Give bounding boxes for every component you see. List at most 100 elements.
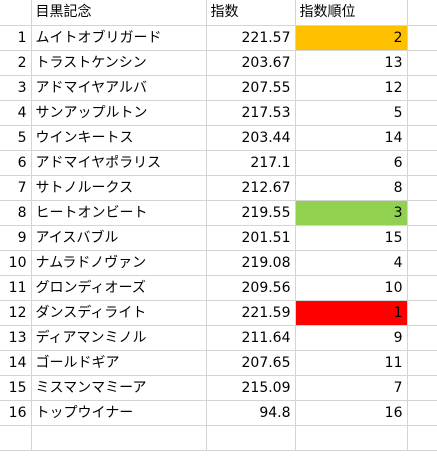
horse-name-cell[interactable]: サンアップルトン (31, 100, 207, 126)
horse-name-cell[interactable]: ナムラドノヴァン (31, 250, 207, 276)
empty-cell[interactable] (295, 425, 408, 451)
horse-name-cell[interactable]: アイスバブル (31, 225, 207, 251)
horse-name-cell[interactable]: アドマイヤアルバ (31, 75, 207, 101)
empty-cell[interactable] (407, 75, 437, 101)
table-row: 3 アドマイヤアルバ 207.55 12 (0, 75, 437, 101)
index-value-cell[interactable]: 211.64 (206, 325, 296, 351)
empty-cell[interactable] (407, 50, 437, 76)
rank-value-cell[interactable]: 8 (295, 175, 408, 201)
index-value-cell[interactable]: 201.51 (206, 225, 296, 251)
horse-name-cell[interactable]: サトノルークス (31, 175, 207, 201)
empty-cell[interactable] (206, 425, 296, 451)
rank-value-cell[interactable]: 5 (295, 100, 408, 126)
empty-cell[interactable] (407, 100, 437, 126)
rank-value-cell[interactable]: 4 (295, 250, 408, 276)
rank-value-cell[interactable]: 16 (295, 400, 408, 426)
index-value-cell[interactable]: 219.08 (206, 250, 296, 276)
index-value-cell[interactable]: 217.1 (206, 150, 296, 176)
rank-value-cell[interactable]: 12 (295, 75, 408, 101)
row-number-cell[interactable]: 11 (0, 275, 32, 301)
empty-cell[interactable] (407, 325, 437, 351)
horse-name-cell[interactable]: ディアマンミノル (31, 325, 207, 351)
index-value-cell[interactable]: 221.59 (206, 300, 296, 326)
index-value-cell[interactable]: 215.09 (206, 375, 296, 401)
empty-cell[interactable] (407, 350, 437, 376)
empty-cell[interactable] (407, 300, 437, 326)
empty-cell[interactable] (407, 375, 437, 401)
table-row: 13 ディアマンミノル 211.64 9 (0, 325, 437, 351)
row-number-cell[interactable]: 1 (0, 25, 32, 51)
index-value-cell[interactable]: 203.44 (206, 125, 296, 151)
rank-value-cell[interactable]: 15 (295, 225, 408, 251)
row-number-cell[interactable]: 9 (0, 225, 32, 251)
row-number-cell[interactable]: 13 (0, 325, 32, 351)
horse-name-cell[interactable]: トラストケンシン (31, 50, 207, 76)
table-row: 2 トラストケンシン 203.67 13 (0, 50, 437, 76)
row-number-cell[interactable]: 8 (0, 200, 32, 226)
index-value-cell[interactable]: 219.55 (206, 200, 296, 226)
empty-cell[interactable] (407, 275, 437, 301)
index-value-cell[interactable]: 94.8 (206, 400, 296, 426)
row-number-cell[interactable]: 6 (0, 150, 32, 176)
rank-value-cell[interactable]: 6 (295, 150, 408, 176)
index-value-cell[interactable]: 209.56 (206, 275, 296, 301)
empty-cell[interactable] (407, 175, 437, 201)
row-number-cell[interactable]: 7 (0, 175, 32, 201)
row-number-cell[interactable]: 5 (0, 125, 32, 151)
horse-name-cell[interactable]: ウインキートス (31, 125, 207, 151)
rank-value-cell[interactable]: 14 (295, 125, 408, 151)
table-row: 4 サンアップルトン 217.53 5 (0, 100, 437, 126)
rank-value-cell[interactable]: 3 (295, 200, 408, 226)
empty-cell[interactable] (407, 400, 437, 426)
rank-value-cell[interactable]: 7 (295, 375, 408, 401)
table-row: 8 ヒートオンビート 219.55 3 (0, 200, 437, 226)
empty-cell[interactable] (407, 0, 437, 26)
row-number-cell[interactable]: 2 (0, 50, 32, 76)
rank-value-cell[interactable]: 10 (295, 275, 408, 301)
index-value-cell[interactable]: 212.67 (206, 175, 296, 201)
index-value-cell[interactable]: 207.55 (206, 75, 296, 101)
empty-cell[interactable] (0, 425, 32, 451)
horse-name-cell[interactable]: トップウイナー (31, 400, 207, 426)
rank-value-cell[interactable]: 11 (295, 350, 408, 376)
header-index-cell[interactable]: 指数 (206, 0, 296, 26)
horse-name-cell[interactable]: ダンスディライト (31, 300, 207, 326)
table-row: 5 ウインキートス 203.44 14 (0, 125, 437, 151)
index-value-cell[interactable]: 217.53 (206, 100, 296, 126)
index-value-cell[interactable]: 221.57 (206, 25, 296, 51)
row-number-cell[interactable]: 12 (0, 300, 32, 326)
empty-cell[interactable] (407, 425, 437, 451)
rank-value-cell[interactable]: 1 (295, 300, 408, 326)
horse-name-cell[interactable]: グロンディオーズ (31, 275, 207, 301)
horse-name-cell[interactable]: アドマイヤポラリス (31, 150, 207, 176)
row-number-cell[interactable]: 16 (0, 400, 32, 426)
empty-cell[interactable] (407, 200, 437, 226)
header-rank-cell[interactable]: 指数順位 (295, 0, 408, 26)
empty-cell[interactable] (407, 150, 437, 176)
table-row: 16 トップウイナー 94.8 16 (0, 400, 437, 426)
row-number-cell[interactable] (0, 0, 32, 26)
empty-cell[interactable] (407, 225, 437, 251)
row-number-cell[interactable]: 4 (0, 100, 32, 126)
empty-cell[interactable] (31, 425, 207, 451)
header-race-cell[interactable]: 目黒記念 (31, 0, 207, 26)
empty-cell[interactable] (407, 250, 437, 276)
horse-name-cell[interactable]: ミスマンマミーア (31, 375, 207, 401)
table-row: 12 ダンスディライト 221.59 1 (0, 300, 437, 326)
row-number-cell[interactable]: 14 (0, 350, 32, 376)
empty-cell[interactable] (407, 125, 437, 151)
empty-cell[interactable] (407, 25, 437, 51)
rank-value-cell[interactable]: 2 (295, 25, 408, 51)
index-value-cell[interactable]: 203.67 (206, 50, 296, 76)
horse-name-cell[interactable]: ゴールドギア (31, 350, 207, 376)
horse-name-cell[interactable]: ムイトオブリガード (31, 25, 207, 51)
row-number-cell[interactable]: 15 (0, 375, 32, 401)
table-row: 14 ゴールドギア 207.65 11 (0, 350, 437, 376)
row-number-cell[interactable]: 10 (0, 250, 32, 276)
rank-value-cell[interactable]: 9 (295, 325, 408, 351)
index-value-cell[interactable]: 207.65 (206, 350, 296, 376)
row-number-cell[interactable]: 3 (0, 75, 32, 101)
rank-value-cell[interactable]: 13 (295, 50, 408, 76)
horse-name-cell[interactable]: ヒートオンビート (31, 200, 207, 226)
